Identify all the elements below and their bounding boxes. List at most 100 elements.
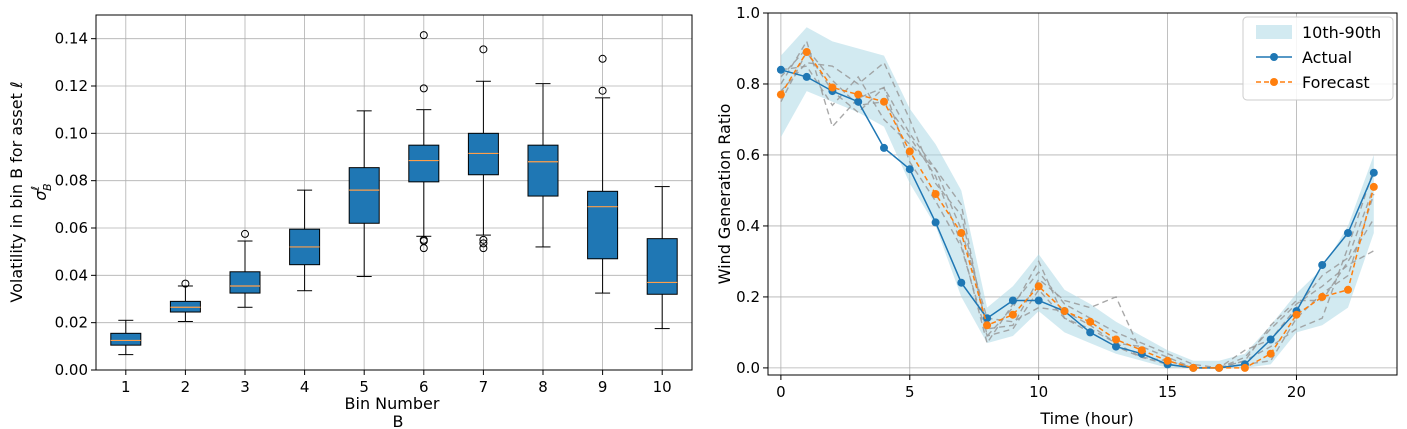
series-point-forecast bbox=[1008, 310, 1017, 319]
line-chart-y-label: Wind Generation Ratio bbox=[715, 104, 734, 285]
line-chart-axes-frame bbox=[767, 12, 1398, 376]
box-4 bbox=[289, 189, 321, 292]
box-8 bbox=[527, 83, 559, 248]
series-point-forecast bbox=[957, 229, 966, 237]
legend-band-swatch bbox=[1256, 25, 1292, 39]
series-line-actual bbox=[780, 69, 1375, 369]
series-point-actual bbox=[957, 278, 966, 287]
svg-text:σℓB: σℓB bbox=[29, 183, 54, 200]
legend: 10th-90th Actual Forecast bbox=[1242, 16, 1394, 101]
legend-forecast-marker bbox=[1270, 78, 1278, 86]
series-point-forecast bbox=[1034, 282, 1043, 291]
line-x-tick-label: 15 bbox=[1158, 383, 1177, 401]
line-chart-band bbox=[780, 27, 1374, 368]
box-y-tick-label: 0.12 bbox=[55, 77, 88, 95]
line-x-tick-label: 5 bbox=[905, 383, 915, 401]
box-y-tick-label: 0.10 bbox=[55, 124, 88, 142]
box-y-tick-label: 0.02 bbox=[55, 314, 88, 332]
box-outlier bbox=[241, 229, 249, 238]
box-iqr bbox=[110, 332, 142, 346]
series-point-actual bbox=[1008, 296, 1017, 305]
box-1 bbox=[110, 319, 142, 356]
box-plot-chart: 0.00 0.02 0.04 0.06 0.08 0.10 0.12 0.14 1 2 3 4 5 6 7… bbox=[7, 14, 693, 429]
box-plot-marks bbox=[110, 31, 678, 356]
percentile-band bbox=[780, 27, 1374, 368]
box-x-tick-label: 9 bbox=[598, 378, 608, 396]
box-outlier bbox=[598, 86, 607, 95]
series-point-forecast bbox=[1318, 292, 1327, 301]
box-x-tick-label: 8 bbox=[538, 378, 548, 396]
series-point-actual bbox=[1318, 261, 1327, 269]
line-y-tick-label: 0.6 bbox=[736, 146, 760, 164]
scenario-line-1 bbox=[780, 39, 1375, 369]
box-6 bbox=[408, 31, 440, 253]
line-chart-y-ticks: 0.0 0.2 0.4 0.6 0.8 1.0 bbox=[736, 4, 768, 377]
box-plot-axes-frame bbox=[95, 14, 693, 371]
box-7 bbox=[467, 45, 499, 253]
box-iqr bbox=[527, 144, 559, 197]
sigma-superscript: ℓ bbox=[29, 186, 42, 192]
series-point-actual bbox=[905, 165, 914, 174]
box-5 bbox=[348, 110, 380, 278]
box-x-tick-label: 3 bbox=[240, 378, 250, 396]
box-iqr bbox=[587, 190, 619, 260]
line-x-tick-label: 20 bbox=[1287, 383, 1306, 401]
series-point-forecast bbox=[1163, 356, 1172, 365]
scenario-line-2 bbox=[780, 61, 1375, 369]
series-point-forecast bbox=[854, 90, 863, 99]
box-x-tick-label: 1 bbox=[121, 378, 131, 396]
series-point-actual bbox=[1034, 296, 1043, 305]
box-outlier bbox=[419, 31, 428, 40]
series-point-forecast bbox=[1112, 335, 1120, 344]
series-point-forecast bbox=[828, 83, 837, 92]
series-point-forecast bbox=[776, 90, 785, 99]
line-y-tick-label: 1.0 bbox=[736, 4, 760, 22]
series-point-forecast bbox=[905, 147, 914, 156]
line-chart-series bbox=[776, 48, 1378, 372]
series-point-forecast bbox=[1215, 363, 1224, 372]
series-point-actual bbox=[931, 218, 940, 227]
sigma-symbol: σ bbox=[31, 190, 50, 201]
box-y-tick-label: 0.14 bbox=[55, 30, 88, 48]
series-point-forecast bbox=[1086, 317, 1095, 326]
box-y-tick-label: 0.00 bbox=[55, 361, 88, 379]
box-2 bbox=[169, 279, 201, 322]
box-x-tick-label: 4 bbox=[300, 378, 310, 396]
sigma-subscript: B bbox=[41, 183, 54, 191]
series-point-actual bbox=[1086, 328, 1095, 337]
scenario-line-4 bbox=[780, 50, 1375, 369]
box-iqr bbox=[348, 167, 380, 224]
series-point-actual bbox=[1344, 229, 1352, 237]
line-y-tick-label: 0.2 bbox=[736, 288, 760, 306]
series-point-forecast bbox=[1292, 310, 1301, 319]
box-plot-y-ticks: 0.00 0.02 0.04 0.06 0.08 0.10 0.12 0.14 bbox=[55, 30, 96, 379]
box-plot-y-label: Volatility in bin B for asset ℓ bbox=[7, 81, 26, 302]
legend-forecast-label: Forecast bbox=[1302, 73, 1370, 92]
series-point-forecast bbox=[1344, 285, 1352, 294]
line-x-tick-label: 10 bbox=[1029, 383, 1048, 401]
line-y-tick-label: 0.0 bbox=[736, 359, 760, 377]
box-y-tick-label: 0.08 bbox=[55, 172, 88, 190]
box-iqr bbox=[646, 238, 678, 295]
box-x-tick-label: 2 bbox=[181, 378, 191, 396]
box-outlier bbox=[598, 54, 607, 63]
series-point-forecast bbox=[1240, 363, 1249, 372]
line-y-tick-label: 0.8 bbox=[736, 75, 760, 93]
box-outlier bbox=[479, 235, 488, 244]
line-x-tick-label: 0 bbox=[776, 383, 786, 401]
series-point-forecast bbox=[1060, 307, 1069, 316]
box-3 bbox=[229, 229, 261, 308]
box-10 bbox=[646, 186, 678, 330]
series-point-forecast bbox=[802, 48, 811, 56]
series-point-forecast bbox=[880, 97, 888, 106]
box-x-tick-label: 6 bbox=[419, 378, 429, 396]
wind-line-chart: 0.00.20.40.60.81.0 0 5 10 15 20 Time (hour) … bbox=[715, 4, 1398, 428]
box-plot-x-label-symbol: B bbox=[393, 412, 404, 429]
box-plot-x-label: Bin Number bbox=[345, 394, 440, 413]
series-point-forecast bbox=[1189, 363, 1198, 372]
box-outlier bbox=[479, 45, 488, 54]
series-point-actual bbox=[1266, 335, 1275, 344]
box-y-tick-label: 0.06 bbox=[55, 219, 88, 237]
series-point-actual bbox=[1112, 342, 1120, 351]
